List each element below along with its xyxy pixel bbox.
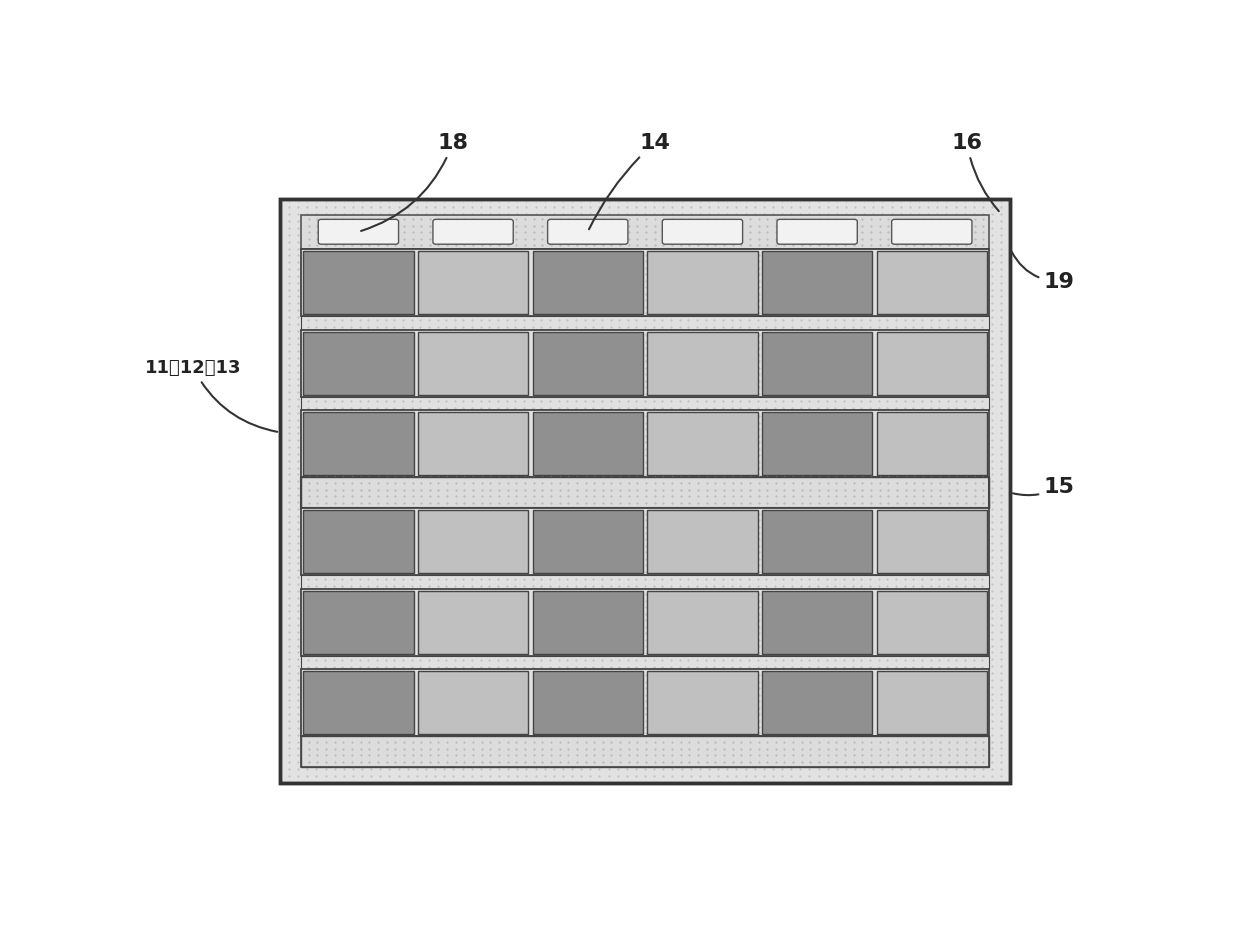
Bar <box>647 251 758 314</box>
Bar <box>761 331 872 395</box>
Bar <box>301 397 990 411</box>
Bar <box>647 510 758 573</box>
Bar <box>877 591 987 653</box>
Bar <box>304 413 414 475</box>
Bar <box>280 198 1011 782</box>
Bar <box>418 251 528 314</box>
Bar <box>301 329 990 397</box>
Bar <box>647 591 758 653</box>
Bar <box>418 413 528 475</box>
Text: 14: 14 <box>589 133 670 229</box>
Bar <box>532 510 644 573</box>
Bar <box>532 251 644 314</box>
FancyBboxPatch shape <box>548 219 627 244</box>
Text: 19: 19 <box>1012 252 1075 292</box>
Bar <box>532 671 644 735</box>
Bar <box>647 413 758 475</box>
Bar <box>280 198 1011 782</box>
Bar <box>301 249 990 315</box>
Bar <box>877 671 987 735</box>
Bar <box>304 251 414 314</box>
Bar <box>761 591 872 653</box>
Bar <box>418 591 528 653</box>
FancyBboxPatch shape <box>662 219 743 244</box>
FancyBboxPatch shape <box>433 219 513 244</box>
Bar <box>761 251 872 314</box>
Bar <box>761 671 872 735</box>
Bar <box>301 575 990 589</box>
FancyBboxPatch shape <box>777 219 857 244</box>
Bar <box>301 214 990 249</box>
Bar <box>647 331 758 395</box>
Bar <box>301 508 990 575</box>
Bar <box>304 591 414 653</box>
Bar <box>304 331 414 395</box>
Bar <box>301 477 990 508</box>
Bar <box>877 413 987 475</box>
Bar <box>301 655 990 669</box>
Bar <box>418 331 528 395</box>
FancyBboxPatch shape <box>319 219 398 244</box>
Bar <box>301 737 990 767</box>
Bar <box>761 510 872 573</box>
Bar <box>304 671 414 735</box>
Text: 11、12、13: 11、12、13 <box>145 359 278 431</box>
Bar <box>877 251 987 314</box>
Bar <box>532 331 644 395</box>
Text: 15: 15 <box>1013 477 1075 497</box>
Bar <box>301 315 990 329</box>
Bar <box>304 510 414 573</box>
Bar <box>301 589 990 655</box>
Bar <box>418 671 528 735</box>
Bar <box>301 411 990 477</box>
Bar <box>647 671 758 735</box>
Bar <box>532 591 644 653</box>
Text: 18: 18 <box>361 133 469 231</box>
FancyBboxPatch shape <box>892 219 972 244</box>
Bar <box>301 737 990 767</box>
Bar <box>301 477 990 508</box>
Bar <box>418 510 528 573</box>
Bar <box>761 413 872 475</box>
Bar <box>532 413 644 475</box>
Bar <box>301 669 990 737</box>
Bar <box>877 331 987 395</box>
Text: 16: 16 <box>951 133 999 212</box>
Bar <box>877 510 987 573</box>
